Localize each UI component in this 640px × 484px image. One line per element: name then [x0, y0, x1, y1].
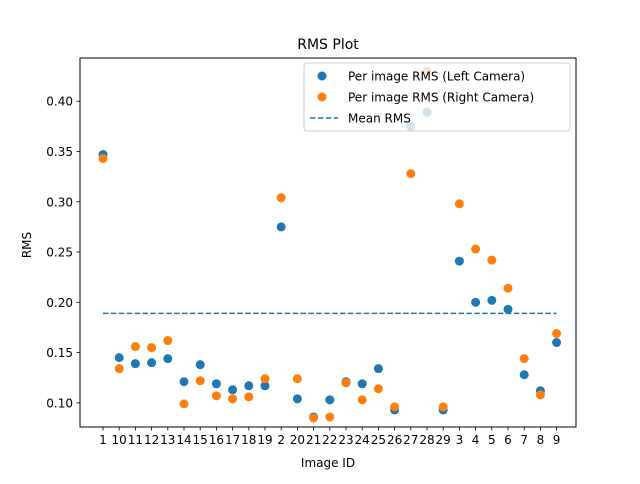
left-camera-point	[130, 359, 140, 369]
x-tick-label: 13	[160, 433, 175, 447]
x-tick-label: 16	[209, 433, 224, 447]
right-camera-point	[406, 169, 416, 179]
x-tick-label: 1	[99, 433, 107, 447]
right-camera-point	[147, 343, 157, 353]
y-tick-label: 0.20	[46, 296, 73, 310]
left-camera-point	[519, 370, 529, 380]
left-camera-point	[276, 222, 286, 232]
left-camera-point	[471, 297, 481, 307]
left-camera-point	[228, 385, 238, 395]
x-tick-label: 23	[338, 433, 353, 447]
legend-right-camera-marker	[317, 92, 327, 102]
left-camera-point	[373, 364, 383, 374]
left-camera-point	[292, 394, 302, 404]
chart-title: RMS Plot	[297, 37, 359, 53]
legend-left-camera-label: Per image RMS (Left Camera)	[348, 70, 525, 84]
right-camera-point	[487, 255, 497, 265]
x-tick-label: 17	[225, 433, 240, 447]
x-tick-label: 14	[176, 433, 191, 447]
left-camera-point	[487, 295, 497, 305]
left-camera-point	[260, 381, 270, 391]
x-tick-label: 5	[488, 433, 496, 447]
x-tick-label: 4	[472, 433, 480, 447]
y-tick-label: 0.35	[46, 145, 73, 159]
x-tick-label: 7	[520, 433, 528, 447]
x-tick-label: 27	[403, 433, 418, 447]
right-camera-point	[195, 376, 205, 386]
right-camera-point	[535, 390, 545, 400]
left-camera-point	[163, 354, 173, 364]
right-camera-point	[292, 374, 302, 384]
x-tick-label: 22	[322, 433, 337, 447]
right-camera-point	[503, 283, 513, 293]
left-camera-point	[503, 304, 513, 314]
x-tick-label: 9	[553, 433, 561, 447]
legend-mean-label: Mean RMS	[348, 112, 411, 126]
right-camera-point	[114, 364, 124, 374]
left-camera-point	[454, 256, 464, 266]
left-camera-point	[552, 338, 562, 348]
right-camera-point	[438, 402, 448, 412]
x-tick-label: 2	[277, 433, 285, 447]
y-tick-label: 0.10	[46, 396, 73, 410]
y-tick-label: 0.25	[46, 246, 73, 260]
x-tick-label: 11	[128, 433, 143, 447]
x-tick-label: 18	[241, 433, 256, 447]
left-camera-point	[195, 360, 205, 370]
right-camera-point	[471, 244, 481, 254]
x-tick-label: 3	[456, 433, 464, 447]
x-axis-label: Image ID	[301, 456, 355, 470]
x-tick-label: 12	[144, 433, 159, 447]
right-camera-point	[244, 392, 254, 402]
left-camera-point	[211, 379, 221, 389]
x-tick-label: 15	[193, 433, 208, 447]
legend: Per image RMS (Left Camera) Per image RM…	[303, 62, 571, 132]
x-tick-label: 24	[355, 433, 370, 447]
left-camera-point	[179, 377, 189, 387]
left-camera-point	[357, 379, 367, 389]
right-camera-point	[211, 391, 221, 401]
right-camera-point	[373, 384, 383, 394]
right-camera-point	[260, 374, 270, 384]
axes-frame	[79, 57, 577, 428]
left-camera-point	[114, 353, 124, 363]
right-camera-point	[357, 395, 367, 405]
x-tick-label: 29	[436, 433, 451, 447]
legend-right-camera-label: Per image RMS (Right Camera)	[348, 91, 534, 105]
right-camera-point	[98, 154, 108, 164]
x-tick-label: 26	[387, 433, 402, 447]
left-camera-point	[244, 381, 254, 391]
x-tick-label: 6	[504, 433, 512, 447]
right-camera-point	[163, 336, 173, 346]
y-tick-label: 0.30	[46, 195, 73, 209]
y-tick-label: 0.40	[46, 95, 73, 109]
right-camera-point	[454, 199, 464, 209]
right-camera-point	[552, 328, 562, 338]
x-tick-label: 10	[112, 433, 127, 447]
right-camera-point	[325, 412, 335, 422]
y-tick-label: 0.15	[46, 346, 73, 360]
legend-box	[303, 62, 571, 132]
x-tick-label: 20	[290, 433, 305, 447]
x-tick-label: 19	[257, 433, 272, 447]
right-camera-point	[519, 354, 529, 364]
right-camera-point	[309, 413, 319, 423]
right-camera-point	[179, 399, 189, 409]
x-tick-label: 8	[537, 433, 545, 447]
legend-left-camera-marker	[317, 71, 327, 81]
x-tick-label: 21	[306, 433, 321, 447]
right-camera-point	[130, 342, 140, 352]
y-axis-label: RMS	[20, 232, 34, 258]
right-camera-point	[228, 394, 238, 404]
left-camera-point	[147, 358, 157, 368]
x-tick-label: 28	[419, 433, 434, 447]
right-camera-point	[276, 193, 286, 203]
right-camera-point	[390, 402, 400, 412]
left-camera-point	[325, 395, 335, 405]
x-tick-label: 25	[371, 433, 386, 447]
right-camera-point	[341, 378, 351, 388]
